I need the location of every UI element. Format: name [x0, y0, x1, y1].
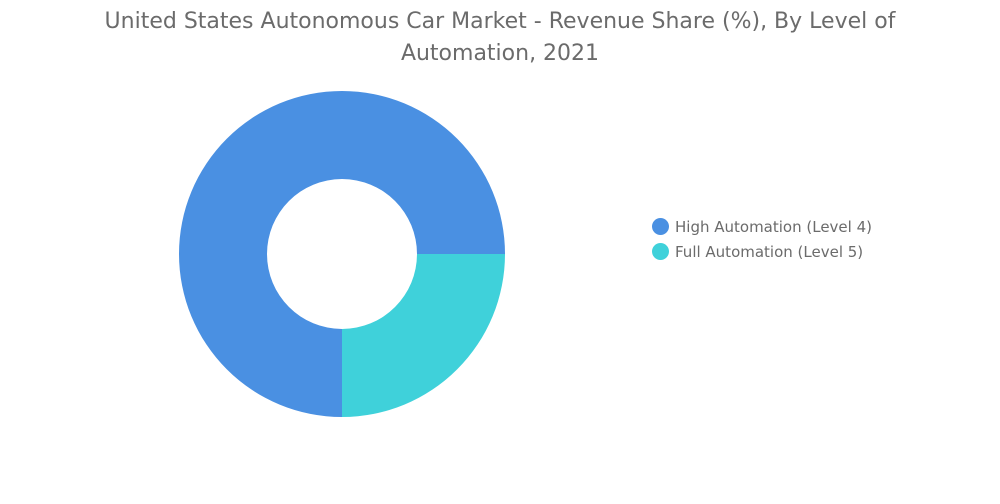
- legend-label-full-automation: Full Automation (Level 5): [675, 242, 864, 261]
- legend-item-full-automation[interactable]: Full Automation (Level 5): [652, 239, 872, 264]
- legend-swatch-high-automation: [652, 218, 669, 235]
- chart-title: United States Autonomous Car Market - Re…: [0, 6, 1000, 70]
- chart-title-line-1: United States Autonomous Car Market - Re…: [104, 9, 896, 34]
- legend-swatch-full-automation: [652, 243, 669, 260]
- donut-slice-high-automation[interactable]: [179, 91, 505, 417]
- legend-item-high-automation[interactable]: High Automation (Level 4): [652, 214, 872, 239]
- donut-slice-full-automation[interactable]: [342, 254, 505, 417]
- chart-legend: High Automation (Level 4) Full Automatio…: [652, 214, 872, 264]
- legend-label-high-automation: High Automation (Level 4): [675, 217, 872, 236]
- chart-title-line-2: Automation, 2021: [400, 41, 600, 66]
